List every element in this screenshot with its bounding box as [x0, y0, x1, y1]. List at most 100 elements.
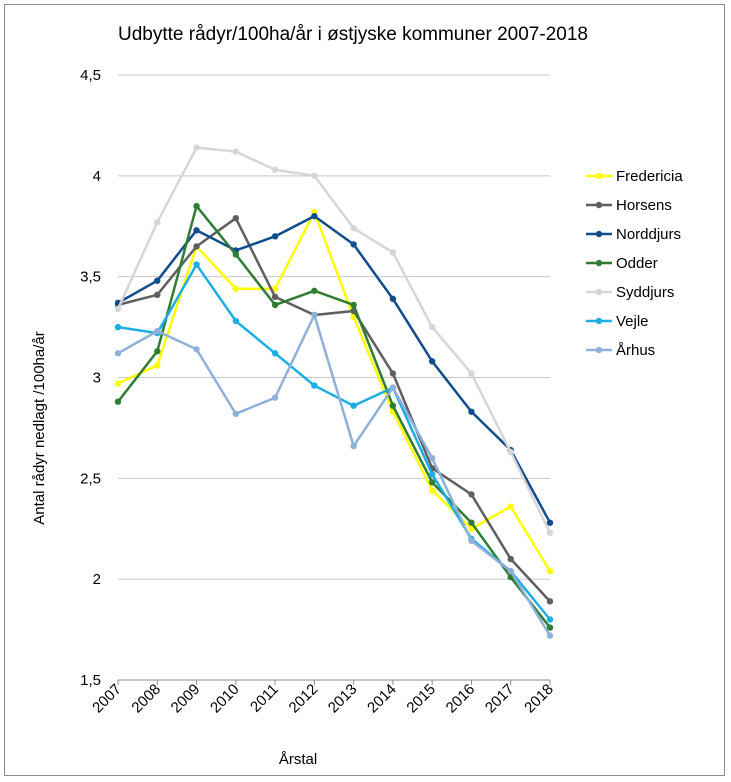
series-fredericia: [114, 208, 554, 575]
data-point: [154, 348, 161, 355]
x-tick-label: 2018: [521, 681, 557, 717]
legend-swatch-marker: [595, 317, 603, 325]
series-line: [117, 204, 551, 629]
legend-swatch-marker: [595, 172, 603, 180]
x-tick-label: 2013: [325, 681, 361, 717]
y-tick-label: 2: [93, 571, 101, 588]
y-tick-label: 3: [93, 370, 101, 387]
data-point: [114, 398, 122, 405]
data-point: [114, 380, 122, 387]
data-point: [232, 317, 240, 325]
data-point: [232, 148, 240, 155]
data-point: [428, 323, 436, 331]
data-point: [350, 402, 357, 409]
series-horsens: [114, 214, 554, 605]
data-point: [468, 408, 475, 415]
data-point: [193, 144, 200, 151]
data-point: [546, 624, 554, 631]
data-point: [154, 219, 161, 226]
y-tick-label: 1,5: [80, 672, 101, 689]
data-point: [507, 555, 514, 563]
data-point: [428, 454, 436, 462]
data-point: [232, 410, 240, 417]
series-syddjurs: [114, 144, 554, 536]
y-tick-label: 4,5: [80, 67, 101, 84]
legend-item: Norddjurs: [586, 226, 681, 243]
data-point: [546, 598, 554, 605]
data-point: [114, 323, 122, 331]
data-point: [389, 249, 397, 256]
x-tick-label: 2008: [128, 681, 164, 717]
legend-item: Horsens: [586, 197, 672, 214]
legend-item: Fredericia: [586, 168, 683, 185]
x-tick-label: 2010: [207, 681, 243, 717]
x-axis-label: Årstal: [279, 751, 317, 768]
chart-title: Udbytte rådyr/100ha/år i østjyske kommun…: [118, 24, 588, 45]
data-point: [389, 384, 397, 391]
data-point: [232, 251, 240, 258]
data-point: [468, 525, 475, 532]
data-point: [193, 227, 200, 234]
data-point: [232, 285, 240, 292]
legend-label: Horsens: [616, 197, 672, 214]
legend-item: Syddjurs: [586, 284, 674, 301]
y-axis-label: Antal rådyr nedlagt /100ha/år: [31, 331, 48, 524]
legend-label: Odder: [616, 255, 658, 272]
data-point: [311, 287, 318, 294]
data-point: [193, 202, 200, 210]
series-line: [117, 216, 551, 603]
data-point: [271, 233, 279, 240]
data-point: [114, 350, 122, 357]
data-point: [507, 503, 514, 510]
data-point: [350, 241, 357, 248]
legend-label: Norddjurs: [616, 226, 681, 243]
legend-label: Vejle: [616, 313, 649, 330]
data-point: [271, 301, 279, 309]
series-norddjurs: [114, 212, 554, 526]
data-point: [468, 370, 475, 377]
series-århus: [114, 311, 554, 639]
data-point: [507, 567, 514, 575]
data-point: [546, 616, 554, 623]
data-point: [232, 214, 240, 222]
series-vejle: [114, 261, 554, 623]
data-point: [350, 225, 357, 232]
data-point: [389, 295, 397, 303]
data-point: [428, 358, 436, 365]
data-point: [546, 519, 554, 526]
data-point: [311, 172, 318, 180]
data-point: [389, 402, 397, 409]
x-tick-label: 2017: [482, 681, 518, 717]
gridlines: [118, 74, 550, 580]
x-tick-label: 2009: [168, 681, 204, 717]
data-point: [193, 261, 200, 268]
data-point: [428, 479, 436, 486]
data-point: [193, 243, 200, 250]
x-tick-label: 2016: [443, 681, 479, 717]
data-point: [350, 442, 357, 450]
data-point: [350, 301, 357, 309]
legend-swatch-marker: [595, 259, 603, 267]
legend: Fredericia Horsens Norddjurs Odder Syddjurs V…: [586, 168, 683, 359]
data-point: [468, 519, 475, 526]
data-point: [271, 350, 279, 357]
data-point: [271, 285, 279, 292]
data-point: [546, 567, 554, 575]
series-line: [117, 210, 552, 572]
data-point: [507, 448, 514, 456]
legend-label: Fredericia: [616, 168, 683, 185]
legend-item: Århus: [586, 342, 655, 359]
data-point: [271, 166, 279, 173]
data-point: [154, 277, 161, 284]
x-axis: 2007 2008 2009 2010 2011 2012 2013 2014 2015 2016…: [89, 679, 557, 717]
data-point: [389, 370, 397, 377]
chart-frame: [4, 4, 725, 776]
series-line: [116, 146, 552, 534]
data-point: [546, 632, 554, 639]
data-point: [154, 327, 161, 335]
legend-swatch-marker: [595, 346, 603, 354]
data-point: [428, 471, 436, 478]
data-point: [271, 394, 279, 401]
y-tick-label: 2,5: [80, 470, 101, 487]
